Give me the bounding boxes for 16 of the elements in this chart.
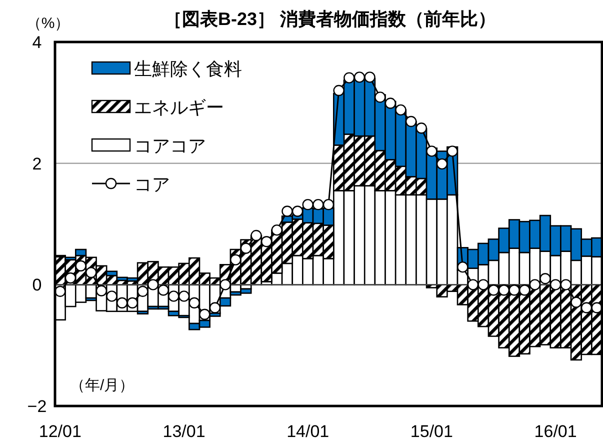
chart-title: ［図表B-23］ 消費者物価指数（前年比） <box>164 9 496 29</box>
y-tick-label: −2 <box>27 397 47 416</box>
x-tick-label: 16/01 <box>534 422 577 441</box>
y-tick-label: 0 <box>32 276 42 295</box>
legend-label: エネルギー <box>134 98 224 118</box>
y-axis-title: （%） <box>26 15 70 32</box>
x-tick-label: 15/01 <box>410 422 453 441</box>
legend-label: コア <box>134 174 170 194</box>
annotation: （年/月） <box>70 377 134 394</box>
x-tick-label: 14/01 <box>286 422 330 441</box>
legend-label: 生鮮除く食料 <box>134 59 242 79</box>
x-tick-label: 12/01 <box>38 422 82 441</box>
x-tick-label: 13/01 <box>162 422 206 441</box>
y-tick-label: 2 <box>32 154 42 174</box>
legend-label: コアコア <box>134 136 206 156</box>
y-tick-label: 4 <box>32 33 42 52</box>
